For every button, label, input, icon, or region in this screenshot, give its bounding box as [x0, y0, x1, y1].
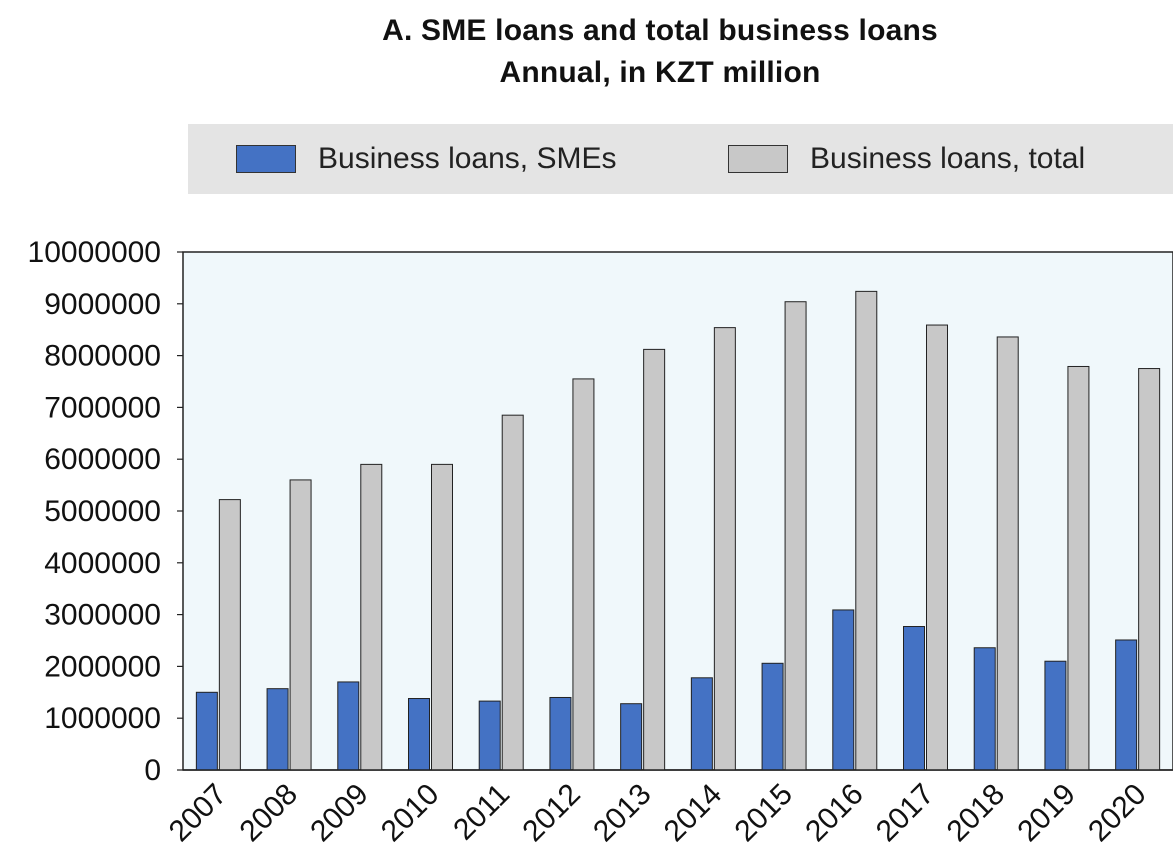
bar-smes	[266, 688, 289, 771]
bar-total	[713, 327, 736, 771]
y-tick-label: 4000000	[44, 547, 161, 580]
bar-smes	[832, 609, 855, 771]
x-tick-label: 2015	[728, 778, 799, 849]
y-tick-label: 2000000	[44, 650, 161, 683]
chart-title: A. SME loans and total business loans	[382, 14, 938, 47]
bar-smes	[549, 696, 572, 771]
legend-swatch-total	[728, 145, 788, 173]
bar-total	[1138, 368, 1161, 771]
bar-smes	[337, 681, 360, 771]
y-tick-label: 10000000	[28, 236, 161, 269]
y-tick-label: 6000000	[44, 443, 161, 476]
x-tick-label: 2008	[233, 778, 304, 849]
bar-smes	[478, 700, 501, 771]
y-tick-label: 5000000	[44, 495, 161, 528]
bar-total	[289, 479, 312, 771]
y-tick-label: 9000000	[44, 288, 161, 321]
y-tick-label: 3000000	[44, 599, 161, 632]
x-tick-label: 2014	[658, 778, 729, 849]
bar-smes	[761, 662, 784, 771]
x-tick-label: 2009	[304, 778, 375, 849]
bar-smes	[620, 703, 643, 771]
legend-label-smes: Business loans, SMEs	[318, 142, 617, 175]
bar-smes	[408, 698, 430, 771]
bar-total	[218, 499, 241, 771]
bar-total	[855, 290, 878, 771]
bar-total	[926, 324, 948, 771]
bar-total	[431, 463, 453, 771]
legend-item-total: Business loans, total	[728, 124, 1085, 194]
plot-area	[182, 251, 1173, 771]
y-tick-label: 1000000	[44, 702, 161, 735]
bar-smes	[690, 677, 713, 771]
chart-subtitle: Annual, in KZT million	[499, 56, 821, 89]
x-tick-label: 2019	[1011, 778, 1082, 849]
bar-smes	[973, 647, 996, 771]
y-tick-label: 7000000	[44, 391, 161, 424]
bar-total	[1067, 365, 1090, 771]
bar-smes	[195, 691, 218, 771]
bar-smes	[903, 626, 925, 771]
x-tick-label: 2013	[587, 778, 658, 849]
x-tick-label: 2012	[516, 778, 587, 849]
bar-total	[996, 336, 1019, 771]
x-tick-label: 2020	[1082, 778, 1153, 849]
bar-smes	[1115, 639, 1138, 771]
bar-total	[501, 414, 524, 771]
x-tick-label: 2007	[163, 778, 234, 849]
y-tick-label: 0	[144, 754, 161, 787]
legend-item-smes: Business loans, SMEs	[236, 124, 616, 194]
legend-label-total: Business loans, total	[810, 142, 1086, 175]
x-tick-label: 2018	[941, 778, 1012, 849]
bar-smes	[1044, 660, 1067, 771]
y-tick-label: 8000000	[44, 340, 161, 373]
legend-swatch-smes	[236, 145, 296, 173]
chart-legend: Business loans, SMEs Business loans, tot…	[188, 124, 1173, 194]
bar-total	[572, 378, 595, 771]
x-tick-label: 2011	[447, 778, 516, 847]
x-tick-label: 2017	[870, 778, 941, 849]
x-tick-label: 2010	[375, 778, 446, 849]
bar-total	[643, 348, 666, 771]
bar-total	[784, 301, 807, 771]
bar-total	[360, 463, 383, 771]
x-tick-label: 2016	[799, 778, 870, 849]
